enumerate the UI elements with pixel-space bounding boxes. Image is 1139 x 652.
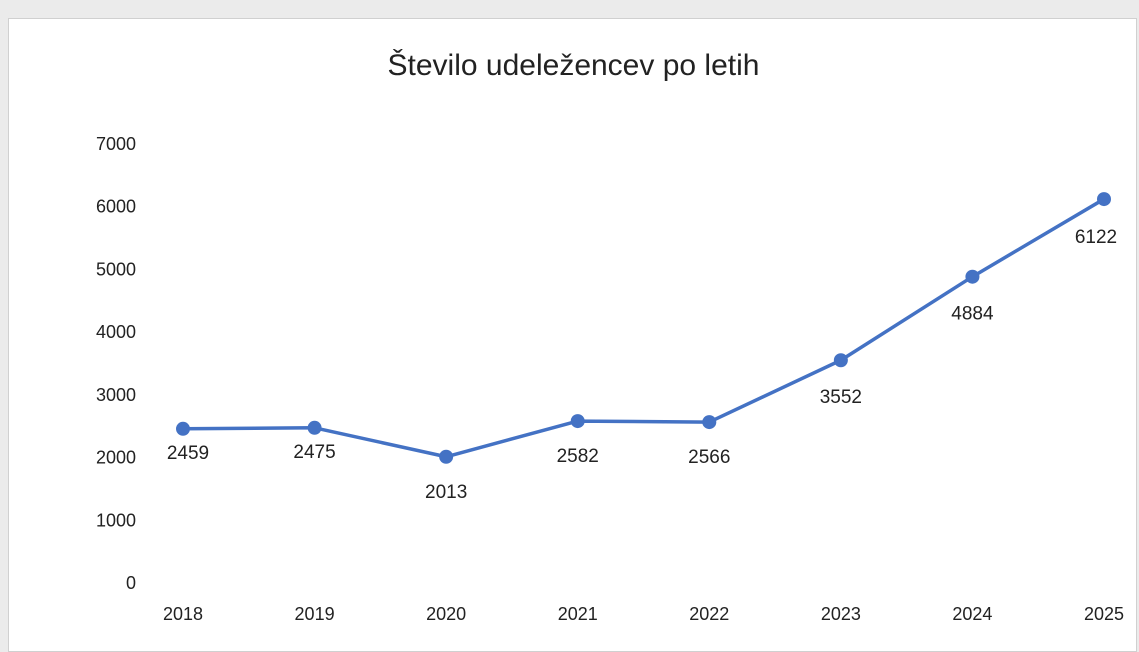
data-label: 6122 (1075, 227, 1117, 248)
y-tick-label: 0 (126, 573, 136, 593)
y-tick-label: 1000 (96, 510, 136, 530)
data-point (833, 353, 848, 368)
data-labels: 2459 2475 2013 2582 2566 3552 4884 6122 (167, 227, 1117, 503)
x-tick-label: 2019 (295, 604, 335, 624)
y-tick-label: 5000 (96, 259, 136, 279)
y-tick-label: 7000 (96, 134, 136, 154)
data-point (702, 415, 717, 430)
chart-panel: Število udeležencev po letih (8, 18, 1137, 652)
y-tick-label: 4000 (96, 322, 136, 342)
x-tick-label: 2023 (821, 604, 861, 624)
x-tick-label: 2025 (1084, 604, 1124, 624)
y-tick-label: 2000 (96, 448, 136, 468)
y-axis-ticks: 0 1000 2000 3000 4000 5000 6000 7000 (96, 134, 136, 593)
data-label: 2459 (167, 443, 209, 464)
data-point (176, 421, 190, 436)
data-point (1097, 192, 1111, 207)
data-point (570, 414, 585, 429)
chart-title: Število udeležencev po letih (387, 49, 760, 82)
data-label: 2013 (425, 482, 467, 503)
data-markers (176, 192, 1111, 464)
data-label: 4884 (951, 304, 994, 325)
data-point (965, 269, 980, 284)
y-tick-label: 6000 (96, 197, 136, 217)
x-tick-label: 2020 (426, 604, 466, 624)
data-point (439, 449, 454, 464)
x-tick-label: 2024 (952, 604, 992, 624)
data-label: 2582 (557, 446, 599, 467)
series-line (182, 197, 1105, 459)
x-tick-label: 2021 (558, 604, 598, 624)
y-tick-label: 3000 (96, 385, 136, 405)
x-tick-label: 2022 (689, 604, 729, 624)
data-point (307, 420, 322, 435)
x-axis-ticks: 2018 2019 2020 2021 2022 2023 2024 2025 (163, 604, 1124, 624)
data-label: 2566 (688, 447, 730, 468)
data-label: 3552 (820, 387, 862, 408)
x-tick-label: 2018 (163, 604, 203, 624)
data-label: 2475 (293, 442, 335, 463)
